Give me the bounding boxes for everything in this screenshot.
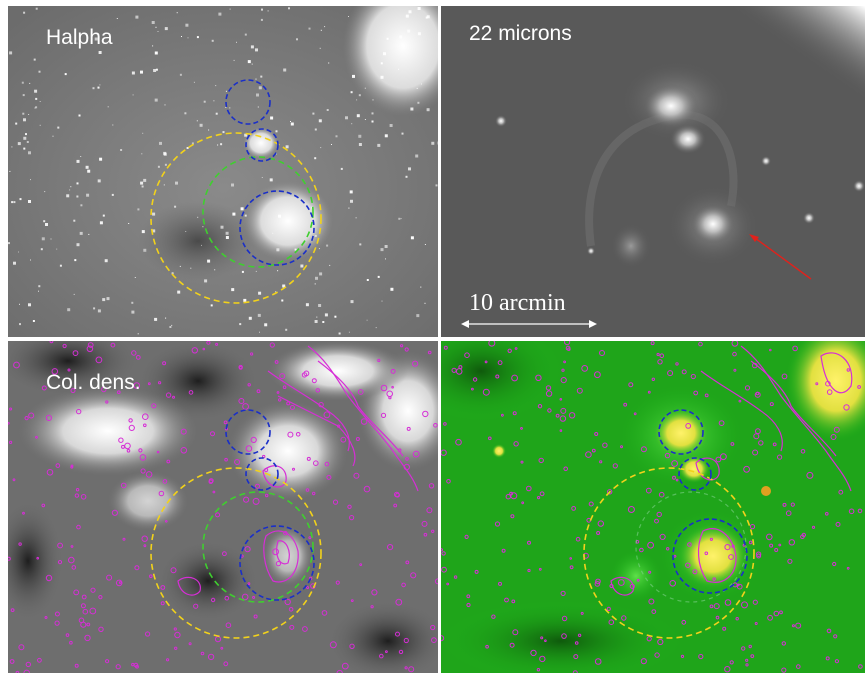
outer-circle xyxy=(583,467,755,639)
outer-circle xyxy=(150,467,322,639)
middle-circle xyxy=(635,491,747,603)
red-arrow-icon xyxy=(749,234,812,280)
outer-circle xyxy=(150,132,322,304)
inner-circle-middle xyxy=(245,457,279,491)
scale-bar-label: 10 arcmin xyxy=(469,290,566,316)
inner-circle xyxy=(239,525,315,601)
inner-circle-middle xyxy=(678,457,712,491)
halpha-label: Halpha xyxy=(46,26,113,49)
inner-circle-north xyxy=(658,409,704,455)
composite-panel xyxy=(441,341,865,673)
composite-image xyxy=(441,341,865,673)
inner-circle xyxy=(239,190,315,266)
halpha-panel: Halpha xyxy=(8,6,438,337)
contour-specks xyxy=(441,341,863,673)
contour-specks xyxy=(8,341,438,673)
double-headed-arrow-icon xyxy=(461,320,597,328)
star-field xyxy=(8,7,438,335)
micron22-panel: 22 microns 10 arcmin xyxy=(441,6,865,337)
micron22-image xyxy=(441,6,865,337)
inner-circle xyxy=(672,518,748,594)
coldens-image xyxy=(8,341,438,673)
coldens-panel: Col. dens. xyxy=(8,341,438,673)
inner-circle-middle xyxy=(245,128,279,162)
coldens-label: Col. dens. xyxy=(46,371,141,394)
micron22-label: 22 microns xyxy=(469,22,572,45)
inner-circle-north xyxy=(225,79,271,125)
inner-circle-north xyxy=(225,409,271,455)
middle-circle xyxy=(202,156,314,268)
middle-circle xyxy=(202,491,314,603)
halpha-image xyxy=(8,6,438,337)
